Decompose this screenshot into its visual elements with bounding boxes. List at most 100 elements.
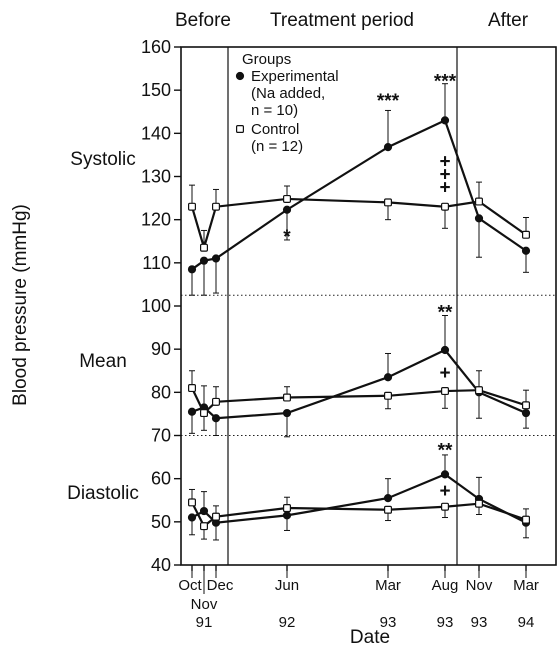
diastolic-control-point — [475, 499, 484, 508]
grid-layer — [181, 47, 556, 565]
section-label-systolic: Systolic — [70, 149, 135, 170]
legend-text-experimental: Experimental — [251, 68, 339, 85]
period-label-2: After — [488, 10, 529, 31]
mean-experimental-line — [191, 348, 527, 420]
y-tick-label: 160 — [141, 37, 171, 57]
x-year-label: 94 — [518, 614, 535, 631]
significance-marker: * — [283, 227, 291, 248]
diastolic-control-point — [212, 512, 221, 521]
x-month-label: Nov — [466, 577, 493, 594]
significance-marker: + — [439, 481, 450, 502]
diastolic-experimental-point — [187, 513, 197, 522]
diastolic-experimental-point — [199, 506, 209, 516]
systolic-control-point — [283, 194, 292, 203]
systolic-experimental-point — [199, 256, 209, 265]
y-tick-label: 130 — [141, 167, 171, 187]
systolic-experimental-point — [521, 246, 531, 255]
mean-control-point — [212, 397, 221, 406]
period-label-0: Before — [175, 10, 231, 31]
systolic-experimental-point — [187, 265, 197, 274]
label-layer: Before Treatment period After Systolic Mean D… — [67, 10, 529, 504]
y-tick-label: 120 — [141, 210, 171, 230]
diastolic-control-series — [188, 488, 530, 540]
mean-experimental-point — [211, 414, 221, 423]
y-axis-title: Blood pressure (mmHg) — [10, 204, 31, 406]
significance-marker: *** — [377, 91, 400, 112]
mean-control-point — [188, 384, 197, 393]
x-month-label: Aug — [432, 577, 459, 594]
mean-control-series — [188, 370, 530, 431]
mean-experimental-point — [383, 373, 393, 382]
x-month-label: Mar — [513, 577, 539, 594]
x-month-label: Oct — [178, 577, 202, 594]
diastolic-control-point — [441, 502, 450, 511]
y-tick-label: 60 — [151, 469, 171, 489]
y-tick-label: 90 — [151, 339, 171, 359]
systolic-control-point — [212, 202, 221, 211]
diastolic-experimental-series — [187, 454, 531, 541]
x-month-label: Dec — [207, 577, 234, 594]
mean-control-point — [441, 387, 450, 396]
significance-marker: ** — [438, 441, 453, 462]
significance-marker: + — [439, 164, 450, 185]
section-label-mean: Mean — [79, 351, 127, 372]
mean-control-point — [521, 401, 530, 410]
x-year-label: 93 — [437, 614, 454, 631]
section-label-diastolic: Diastolic — [67, 483, 139, 504]
period-label-1: Treatment period — [270, 10, 414, 31]
annotation-layer: *******+++**+**+ — [283, 72, 456, 502]
legend-text-experimental: (Na added, — [251, 85, 325, 102]
y-tick-label: 150 — [141, 80, 171, 100]
mean-control-point — [475, 386, 484, 395]
y-tick-label: 140 — [141, 123, 171, 143]
significance-marker: + — [439, 177, 450, 198]
mean-experimental-series — [187, 314, 531, 438]
mean-control-point — [384, 391, 393, 400]
significance-marker: + — [439, 363, 450, 384]
x-month-label: Mar — [375, 577, 401, 594]
y-tick-label: 50 — [151, 512, 171, 532]
mean-experimental-point — [187, 407, 197, 416]
y-tick-label: 40 — [151, 555, 171, 575]
systolic-control-point — [384, 198, 393, 207]
x-year-label: 92 — [279, 614, 296, 631]
mean-experimental-point — [521, 408, 531, 418]
x-year-label: 91 — [196, 614, 213, 631]
legend-text-control: Control — [251, 121, 299, 138]
legend-text-control: (n = 12) — [251, 138, 303, 155]
diastolic-control-point — [200, 522, 209, 531]
diastolic-control-point — [521, 515, 530, 524]
systolic-control-point — [188, 202, 197, 211]
mean-experimental-point — [440, 345, 450, 355]
systolic-control-point — [475, 197, 484, 206]
systolic-experimental-point — [282, 205, 292, 214]
mean-experimental-point — [282, 408, 292, 418]
y-tick-label: 100 — [141, 296, 171, 316]
systolic-control-point — [441, 202, 450, 211]
x-month-label: Jun — [275, 577, 299, 594]
diastolic-experimental-point — [383, 493, 393, 503]
systolic-experimental-point — [383, 143, 393, 152]
systolic-experimental-series — [187, 83, 531, 296]
diastolic-control-point — [384, 505, 393, 514]
significance-marker: + — [439, 151, 450, 172]
systolic-control-line — [190, 197, 527, 252]
y-tick-label: 80 — [151, 382, 171, 402]
series-layer — [187, 83, 531, 541]
significance-marker: ** — [438, 302, 453, 323]
x-axis-title: Date — [350, 627, 390, 648]
legend-marker-control — [236, 124, 245, 133]
mean-control-point — [283, 393, 292, 402]
legend-title: Groups — [242, 51, 291, 68]
systolic-experimental-line — [191, 118, 527, 271]
x-year-label: 93 — [380, 614, 397, 631]
y-tick-label: 110 — [142, 253, 171, 273]
systolic-control-point — [200, 243, 209, 252]
systolic-experimental-point — [440, 116, 450, 125]
mean-control-point — [200, 409, 209, 418]
systolic-control-series — [188, 181, 530, 252]
x-year-label: 93 — [471, 614, 488, 631]
y-tick-label: 70 — [151, 426, 171, 446]
